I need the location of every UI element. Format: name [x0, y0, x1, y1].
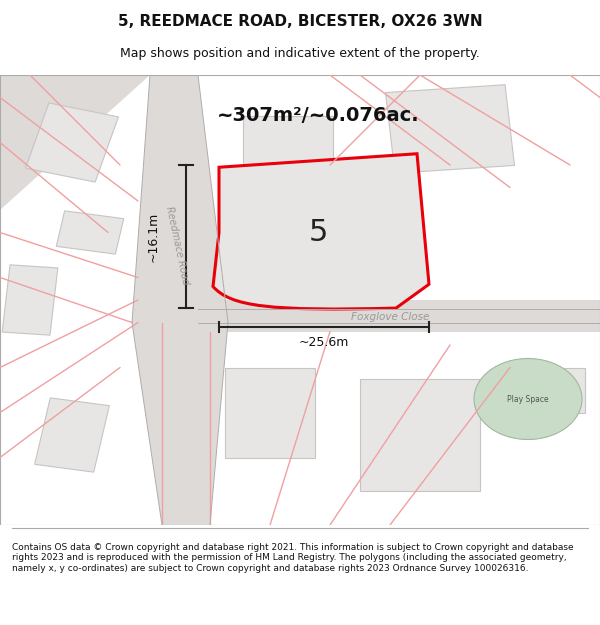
Polygon shape	[198, 300, 600, 331]
Polygon shape	[360, 379, 480, 491]
Text: ~16.1m: ~16.1m	[146, 211, 160, 262]
Polygon shape	[26, 103, 118, 182]
Text: ~307m²/~0.076ac.: ~307m²/~0.076ac.	[217, 106, 419, 125]
Text: 5: 5	[308, 218, 328, 247]
Polygon shape	[386, 85, 514, 173]
Text: ~25.6m: ~25.6m	[299, 336, 349, 349]
Polygon shape	[56, 211, 124, 254]
Text: Foxglove Close: Foxglove Close	[351, 312, 429, 322]
Text: Play Space: Play Space	[507, 394, 549, 404]
Polygon shape	[35, 398, 109, 472]
Circle shape	[474, 359, 582, 439]
Polygon shape	[2, 265, 58, 335]
Polygon shape	[495, 368, 585, 413]
Polygon shape	[0, 75, 150, 210]
Polygon shape	[132, 75, 228, 525]
Text: Reedmace Road: Reedmace Road	[164, 206, 190, 286]
Text: 5, REEDMACE ROAD, BICESTER, OX26 3WN: 5, REEDMACE ROAD, BICESTER, OX26 3WN	[118, 14, 482, 29]
Text: Map shows position and indicative extent of the property.: Map shows position and indicative extent…	[120, 48, 480, 61]
PathPatch shape	[213, 154, 429, 309]
Polygon shape	[243, 116, 333, 169]
Polygon shape	[225, 368, 315, 458]
Text: Contains OS data © Crown copyright and database right 2021. This information is : Contains OS data © Crown copyright and d…	[12, 543, 574, 572]
